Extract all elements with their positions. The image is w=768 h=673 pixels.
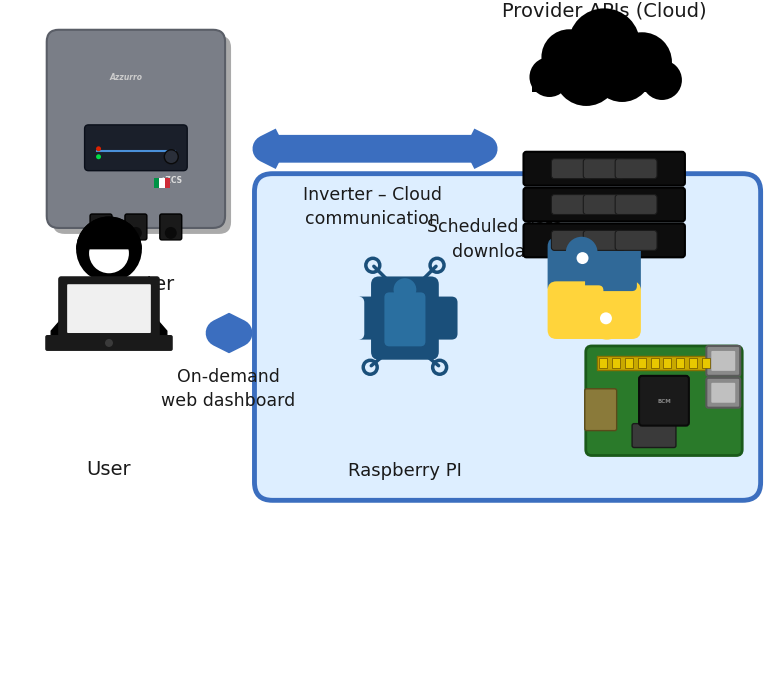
Text: Scheduled data
download: Scheduled data download [426, 219, 563, 261]
Bar [154, 178, 159, 188]
Circle shape [130, 227, 142, 239]
FancyBboxPatch shape [84, 125, 187, 171]
Polygon shape [51, 279, 167, 336]
FancyBboxPatch shape [45, 335, 173, 351]
FancyBboxPatch shape [707, 346, 740, 376]
FancyBboxPatch shape [615, 194, 657, 215]
FancyBboxPatch shape [90, 214, 112, 240]
Bar [664, 358, 671, 368]
FancyBboxPatch shape [585, 262, 637, 291]
FancyBboxPatch shape [639, 376, 689, 425]
FancyBboxPatch shape [524, 188, 685, 221]
Bar [597, 356, 731, 370]
FancyBboxPatch shape [254, 174, 760, 500]
FancyBboxPatch shape [551, 230, 593, 250]
FancyBboxPatch shape [615, 159, 657, 178]
Bar [599, 358, 607, 368]
FancyBboxPatch shape [711, 351, 735, 371]
FancyBboxPatch shape [160, 214, 182, 240]
Bar [611, 358, 620, 368]
FancyBboxPatch shape [67, 284, 151, 333]
FancyBboxPatch shape [524, 152, 685, 186]
FancyBboxPatch shape [359, 297, 399, 340]
Circle shape [612, 32, 672, 92]
Circle shape [568, 8, 640, 80]
FancyBboxPatch shape [551, 159, 593, 178]
Circle shape [105, 339, 113, 347]
Circle shape [566, 237, 598, 269]
Circle shape [96, 154, 101, 160]
FancyBboxPatch shape [524, 223, 685, 257]
Text: Inverter: Inverter [98, 275, 174, 294]
Circle shape [642, 60, 682, 100]
Text: User: User [87, 460, 131, 479]
Circle shape [165, 227, 177, 239]
Circle shape [89, 234, 129, 273]
Circle shape [541, 29, 598, 85]
Circle shape [592, 42, 652, 102]
Circle shape [554, 42, 618, 106]
FancyBboxPatch shape [125, 214, 147, 240]
Circle shape [76, 217, 142, 282]
Text: BCM: BCM [657, 399, 671, 404]
FancyBboxPatch shape [583, 230, 625, 250]
Circle shape [164, 150, 178, 164]
FancyBboxPatch shape [385, 292, 425, 347]
Text: Raspberry PI: Raspberry PI [348, 462, 462, 481]
Bar [690, 358, 697, 368]
Bar [624, 358, 633, 368]
FancyBboxPatch shape [711, 383, 735, 402]
FancyBboxPatch shape [371, 277, 439, 359]
FancyBboxPatch shape [584, 389, 617, 431]
Wedge shape [76, 217, 142, 250]
FancyBboxPatch shape [548, 281, 641, 339]
FancyBboxPatch shape [707, 378, 740, 408]
FancyBboxPatch shape [58, 276, 160, 342]
Bar [159, 178, 165, 188]
Bar [677, 358, 684, 368]
Bar [650, 358, 658, 368]
Circle shape [577, 252, 588, 264]
Text: On-demand
web dashboard: On-demand web dashboard [161, 368, 296, 410]
FancyBboxPatch shape [47, 30, 225, 228]
Text: Inverter – Cloud
communication: Inverter – Cloud communication [303, 186, 442, 228]
FancyBboxPatch shape [632, 423, 676, 448]
Bar [637, 358, 646, 368]
Circle shape [591, 308, 623, 340]
FancyBboxPatch shape [53, 36, 231, 234]
FancyBboxPatch shape [586, 346, 742, 456]
Circle shape [529, 57, 569, 97]
Circle shape [393, 278, 416, 301]
Bar [532, 70, 676, 92]
Text: Provider APIs (Cloud): Provider APIs (Cloud) [502, 1, 707, 20]
Text: +ZCS: +ZCS [159, 176, 182, 185]
Polygon shape [99, 279, 119, 283]
Bar [165, 178, 170, 188]
FancyBboxPatch shape [551, 285, 604, 314]
FancyBboxPatch shape [583, 159, 625, 178]
Circle shape [96, 146, 101, 151]
Circle shape [95, 227, 107, 239]
FancyBboxPatch shape [615, 230, 657, 250]
FancyBboxPatch shape [551, 194, 593, 215]
Circle shape [600, 312, 612, 324]
Bar [703, 358, 710, 368]
FancyBboxPatch shape [404, 297, 458, 340]
FancyBboxPatch shape [548, 238, 641, 295]
FancyBboxPatch shape [583, 194, 625, 215]
Bar [715, 358, 723, 368]
Text: Azzurro: Azzurro [109, 73, 142, 81]
